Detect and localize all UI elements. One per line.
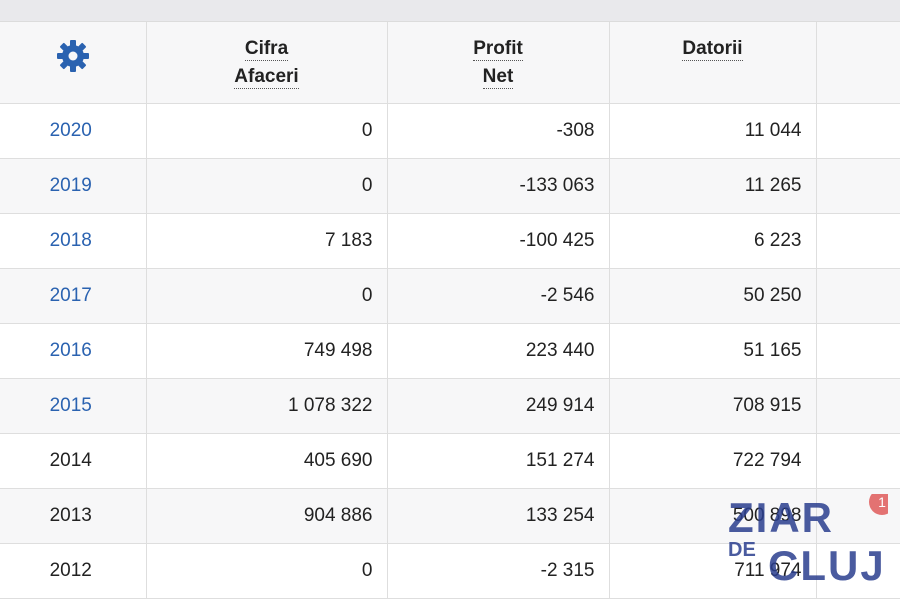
extra-cell xyxy=(816,378,900,434)
turnover-cell: 0 xyxy=(146,268,388,324)
debts-cell: 711 974 xyxy=(609,543,817,599)
table-row: 2016 749 498 223 440 51 165 xyxy=(0,323,900,379)
year-cell[interactable]: 2015 xyxy=(0,378,147,434)
table-header-row: Cifra Afaceri Profit Net Datorii xyxy=(0,22,900,104)
debts-cell: 6 223 xyxy=(609,213,817,269)
turnover-cell: 904 886 xyxy=(146,488,388,544)
table-row: 2020 0 -308 11 044 xyxy=(0,103,900,159)
year-cell: 2014 xyxy=(0,433,147,489)
table-row: 2017 0 -2 546 50 250 xyxy=(0,268,900,324)
net-profit-header[interactable]: Profit Net xyxy=(387,22,610,104)
net-profit-cell: -100 425 xyxy=(387,213,610,269)
debts-cell: 500 898 xyxy=(609,488,817,544)
turnover-cell: 1 078 322 xyxy=(146,378,388,434)
settings-header xyxy=(0,22,147,104)
extra-cell xyxy=(816,488,900,544)
debts-cell: 11 044 xyxy=(609,103,817,159)
turnover-cell: 749 498 xyxy=(146,323,388,379)
debts-cell: 51 165 xyxy=(609,323,817,379)
year-cell[interactable]: 2019 xyxy=(0,158,147,214)
extra-cell xyxy=(816,213,900,269)
turnover-cell: 7 183 xyxy=(146,213,388,269)
debts-cell: 11 265 xyxy=(609,158,817,214)
debts-header[interactable]: Datorii xyxy=(609,22,817,104)
turnover-header[interactable]: Cifra Afaceri xyxy=(146,22,388,104)
net-profit-cell: 223 440 xyxy=(387,323,610,379)
net-profit-header-line-2: Net xyxy=(482,66,514,89)
year-cell[interactable]: 2017 xyxy=(0,268,147,324)
extra-cell xyxy=(816,158,900,214)
financial-table: Cifra Afaceri Profit Net Datorii 2020 0 -3… xyxy=(0,22,900,599)
net-profit-cell: 133 254 xyxy=(387,488,610,544)
year-cell: 2013 xyxy=(0,488,147,544)
year-cell[interactable]: 2016 xyxy=(0,323,147,379)
debts-cell: 708 915 xyxy=(609,378,817,434)
table-row: 2019 0 -133 063 11 265 xyxy=(0,158,900,214)
net-profit-cell: 249 914 xyxy=(387,378,610,434)
turnover-header-line-2: Afaceri xyxy=(234,66,299,89)
extra-cell xyxy=(816,543,900,599)
turnover-cell: 0 xyxy=(146,543,388,599)
debts-cell: 50 250 xyxy=(609,268,817,324)
extra-cell xyxy=(816,323,900,379)
table-row: 2012 0 -2 315 711 974 xyxy=(0,543,900,599)
year-cell: 2012 xyxy=(0,543,147,599)
year-cell[interactable]: 2020 xyxy=(0,103,147,159)
net-profit-header-line-1: Profit xyxy=(473,38,523,61)
net-profit-cell: -133 063 xyxy=(387,158,610,214)
net-profit-cell: 151 274 xyxy=(387,433,610,489)
turnover-cell: 405 690 xyxy=(146,433,388,489)
turnover-cell: 0 xyxy=(146,158,388,214)
turnover-cell: 0 xyxy=(146,103,388,159)
top-bar xyxy=(0,0,900,22)
gear-icon[interactable] xyxy=(55,38,91,74)
year-cell[interactable]: 2018 xyxy=(0,213,147,269)
extra-cell xyxy=(816,433,900,489)
table-row: 2014 405 690 151 274 722 794 xyxy=(0,433,900,489)
extra-cell xyxy=(816,103,900,159)
table-row: 2013 904 886 133 254 500 898 xyxy=(0,488,900,544)
net-profit-cell: -2 546 xyxy=(387,268,610,324)
debts-cell: 722 794 xyxy=(609,433,817,489)
extra-cell xyxy=(816,268,900,324)
net-profit-cell: -308 xyxy=(387,103,610,159)
table-row: 2015 1 078 322 249 914 708 915 xyxy=(0,378,900,434)
table-row: 2018 7 183 -100 425 6 223 xyxy=(0,213,900,269)
debts-header-line-1: Datorii xyxy=(682,38,743,61)
extra-header xyxy=(816,22,900,104)
net-profit-cell: -2 315 xyxy=(387,543,610,599)
turnover-header-line-1: Cifra xyxy=(244,38,289,61)
